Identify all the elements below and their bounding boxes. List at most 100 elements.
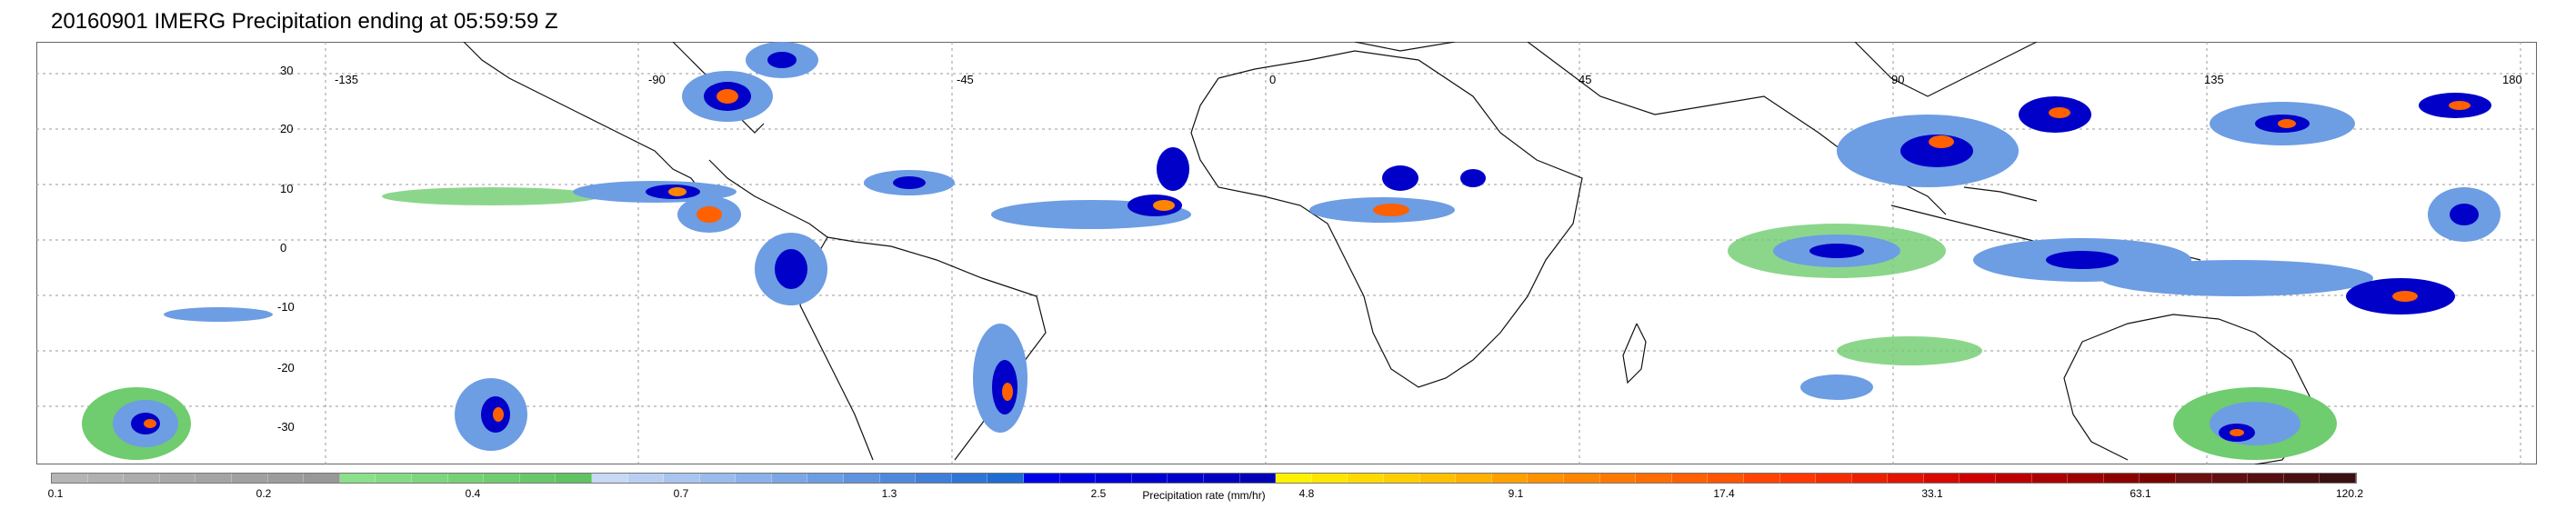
- colorbar-segment: [159, 474, 196, 483]
- colorbar-segment: [1960, 474, 1997, 483]
- lon-label: 135: [2204, 73, 2224, 86]
- colorbar-segment: [304, 474, 340, 483]
- colorbar-tick: 0.7: [673, 487, 689, 500]
- colorbar-tick: 33.1: [1921, 487, 1943, 500]
- colorbar-segment: [1276, 474, 1312, 483]
- storm-indian-ocean-asia: [1728, 96, 2091, 278]
- colorbar-segment: [1168, 474, 1204, 483]
- lon-label: 45: [1579, 73, 1592, 86]
- colorbar-segment: [699, 474, 737, 483]
- colorbar-segment: [447, 474, 485, 483]
- colorbar-title: Precipitation rate (mm/hr): [1142, 489, 1266, 502]
- storm-atlantic-itcz: [991, 147, 1486, 229]
- colorbar-segment: [124, 474, 160, 483]
- colorbar-segment: [1743, 474, 1780, 483]
- colorbar-segment: [2248, 474, 2284, 483]
- lon-label: 180: [2502, 73, 2522, 86]
- colorbar-segment: [519, 474, 556, 483]
- colorbar-segment: [1563, 474, 1600, 483]
- lon-label: 0: [1269, 73, 1277, 86]
- colorbar-segment: [2176, 474, 2212, 483]
- colorbar-segment: [1456, 474, 1492, 483]
- colorbar-segment: [556, 474, 592, 483]
- storm-south-pacific-west: [82, 307, 527, 460]
- colorbar-segment: [2068, 474, 2104, 483]
- lat-label: 10: [280, 182, 294, 195]
- colorbar-tick: 120.2: [2335, 487, 2364, 500]
- colorbar-segment: [664, 474, 700, 483]
- lat-label: -10: [277, 300, 295, 314]
- colorbar-segment: [951, 474, 988, 483]
- lat-label: 20: [280, 122, 294, 135]
- colorbar-segment: [1239, 474, 1277, 483]
- colorbar-segment: [1779, 474, 1817, 483]
- coast-north-america: [463, 42, 765, 202]
- colorbar-segment: [1491, 474, 1529, 483]
- colorbar-segment: [1923, 474, 1960, 483]
- lon-label: -45: [957, 73, 974, 86]
- colorbar-segment: [231, 474, 268, 483]
- colorbar-segment: [807, 474, 845, 483]
- lat-label: -30: [277, 420, 295, 434]
- coast-madagascar: [1622, 323, 1647, 384]
- storm-colombia-amazon: [677, 196, 827, 305]
- colorbar-segment: [1131, 474, 1168, 483]
- colorbar-segment: [1024, 474, 1060, 483]
- colorbar-segment: [195, 474, 232, 483]
- colorbar-segment: [987, 474, 1025, 483]
- storm-australia-south: [1800, 336, 2337, 460]
- colorbar-segment: [844, 474, 880, 483]
- precipitation-map: [36, 42, 2537, 464]
- lon-label: -90: [648, 73, 666, 86]
- colorbar-segment: [1816, 474, 1852, 483]
- colorbar-segment: [879, 474, 917, 483]
- storm-south-atlantic: [973, 324, 1027, 433]
- coast-africa: [1190, 50, 1583, 388]
- colorbar-segment: [484, 474, 520, 483]
- colorbar-segment: [376, 474, 412, 483]
- colorbar-tick: 0.1: [47, 487, 64, 500]
- colorbar-segment: [2140, 474, 2177, 483]
- colorbar-segment: [1348, 474, 1384, 483]
- colorbar-segment: [1996, 474, 2032, 483]
- colorbar-segment: [1599, 474, 1637, 483]
- colorbar-tick: 1.3: [881, 487, 897, 500]
- colorbar-segment: [87, 474, 125, 483]
- colorbar-segment: [1636, 474, 1672, 483]
- colorbar-segment: [2320, 474, 2356, 483]
- rain-band-itcz-east-pacific: [382, 170, 955, 205]
- colorbar-segment: [1096, 474, 1132, 483]
- coast-central-america: [708, 159, 828, 238]
- precipitation-features: [82, 42, 2501, 460]
- colorbar: [51, 473, 2357, 484]
- colorbar-segment: [1671, 474, 1709, 483]
- colorbar-segment: [1419, 474, 1457, 483]
- colorbar-segment: [916, 474, 952, 483]
- colorbar-segment: [2211, 474, 2249, 483]
- colorbar-segment: [339, 474, 376, 483]
- colorbar-tick: 0.2: [256, 487, 272, 500]
- colorbar-segment: [267, 474, 305, 483]
- colorbar-tick: 0.4: [465, 487, 481, 500]
- colorbar-segment: [52, 474, 88, 483]
- lon-label: 90: [1891, 73, 1905, 86]
- colorbar-segment: [1528, 474, 1564, 483]
- lon-label: -135: [335, 73, 359, 86]
- storm-caribbean-gulf: [682, 42, 818, 122]
- colorbar-tick: 4.8: [1298, 487, 1315, 500]
- storm-west-pacific: [2210, 93, 2501, 242]
- colorbar-segment: [1059, 474, 1097, 483]
- colorbar-segment: [1383, 474, 1420, 483]
- colorbar-segment: [627, 474, 665, 483]
- colorbar-segment: [736, 474, 772, 483]
- graticule: [36, 42, 2537, 464]
- colorbar-tick: 63.1: [2130, 487, 2151, 500]
- colorbar-segment: [1204, 474, 1240, 483]
- colorbar-segment: [591, 474, 628, 483]
- lat-label: 30: [280, 64, 294, 77]
- colorbar-segment: [1888, 474, 1924, 483]
- colorbar-segment: [2031, 474, 2069, 483]
- colorbar-segment: [2103, 474, 2140, 483]
- lat-label: -20: [277, 361, 295, 374]
- colorbar-segment: [1311, 474, 1348, 483]
